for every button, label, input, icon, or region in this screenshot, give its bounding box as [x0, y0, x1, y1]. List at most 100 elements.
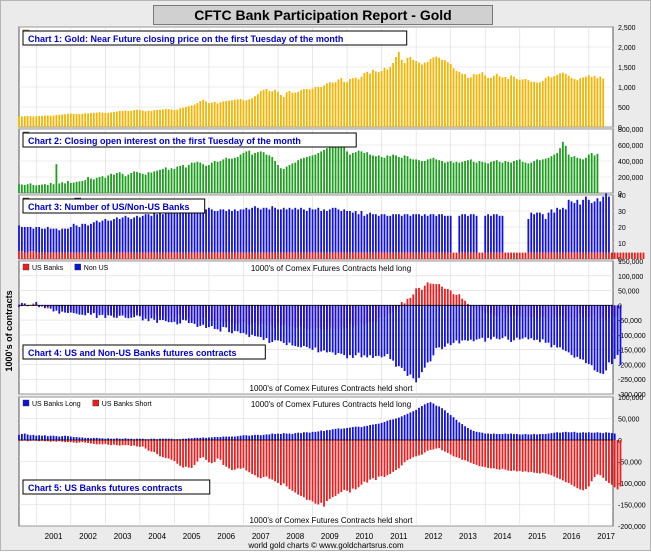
chart3-bar: [553, 212, 556, 253]
chart5-bar: [225, 440, 228, 467]
chart3-bar: [426, 252, 429, 259]
chart5-bar: [521, 440, 524, 472]
chart5-bar: [308, 440, 311, 501]
chart1-bar: [133, 110, 136, 127]
chart2-bar: [354, 152, 357, 193]
chart3-bar: [547, 212, 550, 253]
chart1-bar: [202, 99, 205, 127]
chart4-bar: [441, 286, 443, 306]
chart3-bar: [446, 252, 449, 259]
chart4-bar: [346, 305, 348, 359]
chart4-bar: [87, 305, 89, 314]
chart5-bar: [216, 436, 219, 440]
chart5-bar: [608, 432, 610, 440]
chart5-bar: [317, 440, 320, 505]
chart5-bar: [20, 440, 23, 441]
chart5-bar: [513, 433, 515, 440]
chart5-bar: [101, 438, 104, 440]
chart5-bar: [559, 432, 561, 440]
chart4-bar: [400, 302, 403, 306]
chart2-bar: [124, 176, 127, 193]
chart3-bar: [323, 209, 325, 253]
chart5-tick-label: 100,000: [618, 395, 643, 402]
chart4-bar: [562, 305, 564, 350]
chart2-bar: [582, 159, 584, 193]
chart5-bar: [346, 440, 348, 491]
chart1-bar: [49, 115, 52, 127]
chart3-bar: [297, 252, 300, 259]
chart5-bar: [133, 440, 136, 446]
chart5-bar: [389, 440, 392, 474]
chart5-bar: [185, 440, 187, 467]
chart2-bar: [469, 159, 472, 193]
chart5-bar: [429, 402, 432, 440]
chart1-bar: [386, 69, 389, 127]
chart2-bar: [311, 155, 314, 193]
chart5-bar: [585, 432, 587, 440]
chart3-bar: [75, 252, 78, 259]
chart2-bar: [585, 157, 587, 193]
chart3-bar: [256, 207, 259, 253]
chart2-tick-label: 200,000: [618, 175, 643, 182]
chart1-bar: [23, 116, 26, 127]
chart3-bar: [81, 252, 84, 259]
chart5-bar: [397, 417, 400, 440]
chart3-bar: [593, 252, 596, 259]
chart3-bar: [472, 252, 475, 259]
chart4-bar: [389, 305, 392, 360]
chart5-bar: [521, 434, 524, 440]
chart3-bar: [570, 201, 573, 253]
chart5-bar: [167, 438, 170, 440]
chart2-bar: [251, 154, 253, 193]
chart2-bar: [467, 160, 469, 193]
chart3-bar: [475, 252, 478, 259]
chart2-bar: [274, 161, 277, 193]
chart3-bar: [527, 219, 530, 253]
chart1-bar: [392, 63, 395, 127]
chart5-bar: [507, 433, 510, 440]
chart3-bar: [72, 223, 75, 253]
x-axis-year-label: 2017: [597, 532, 615, 541]
chart5-bar: [429, 440, 432, 450]
chart2-bar: [369, 154, 371, 193]
chart3-bar: [380, 214, 383, 253]
chart1-bar: [67, 113, 69, 127]
chart1-bar: [328, 82, 331, 127]
chart4-bar: [44, 305, 46, 309]
chart1-bar: [173, 110, 176, 127]
chart5-bar: [518, 440, 521, 471]
chart1-bar: [323, 85, 325, 127]
chart5-bar: [599, 432, 602, 440]
chart5-bar: [262, 434, 265, 440]
chart5-bar: [550, 433, 553, 440]
chart2-bar: [340, 144, 343, 193]
chart3-bar: [513, 252, 515, 259]
chart2-bar: [530, 162, 533, 193]
chart5-bar: [564, 431, 567, 440]
chart1-bar: [271, 91, 274, 127]
chart3-bar: [372, 252, 374, 259]
chart3-bar: [161, 214, 164, 253]
chart5-bar: [567, 432, 570, 440]
chart4-bar: [84, 305, 87, 316]
chart5-bar: [423, 440, 426, 453]
chart1-bar: [190, 105, 193, 127]
chart5-bar: [205, 437, 207, 440]
chart5-bar: [208, 440, 210, 463]
chart5-bar: [150, 440, 153, 452]
chart5-bar: [75, 440, 78, 444]
chart1-bar: [144, 111, 147, 127]
chart2-bar: [553, 154, 556, 193]
chart2-bar: [104, 177, 107, 193]
chart4-bar: [363, 305, 366, 356]
chart1-tick-label: 0: [618, 125, 622, 132]
chart4-bar: [231, 305, 233, 334]
chart3-bar: [464, 252, 466, 259]
chart5-bar: [602, 433, 605, 440]
chart4-bar: [423, 305, 426, 368]
chart1-bar: [118, 111, 121, 127]
chart1-bar: [441, 59, 443, 127]
chart4-bar: [190, 305, 193, 323]
chart4-bar: [118, 305, 121, 316]
chart3-bar: [202, 207, 205, 253]
